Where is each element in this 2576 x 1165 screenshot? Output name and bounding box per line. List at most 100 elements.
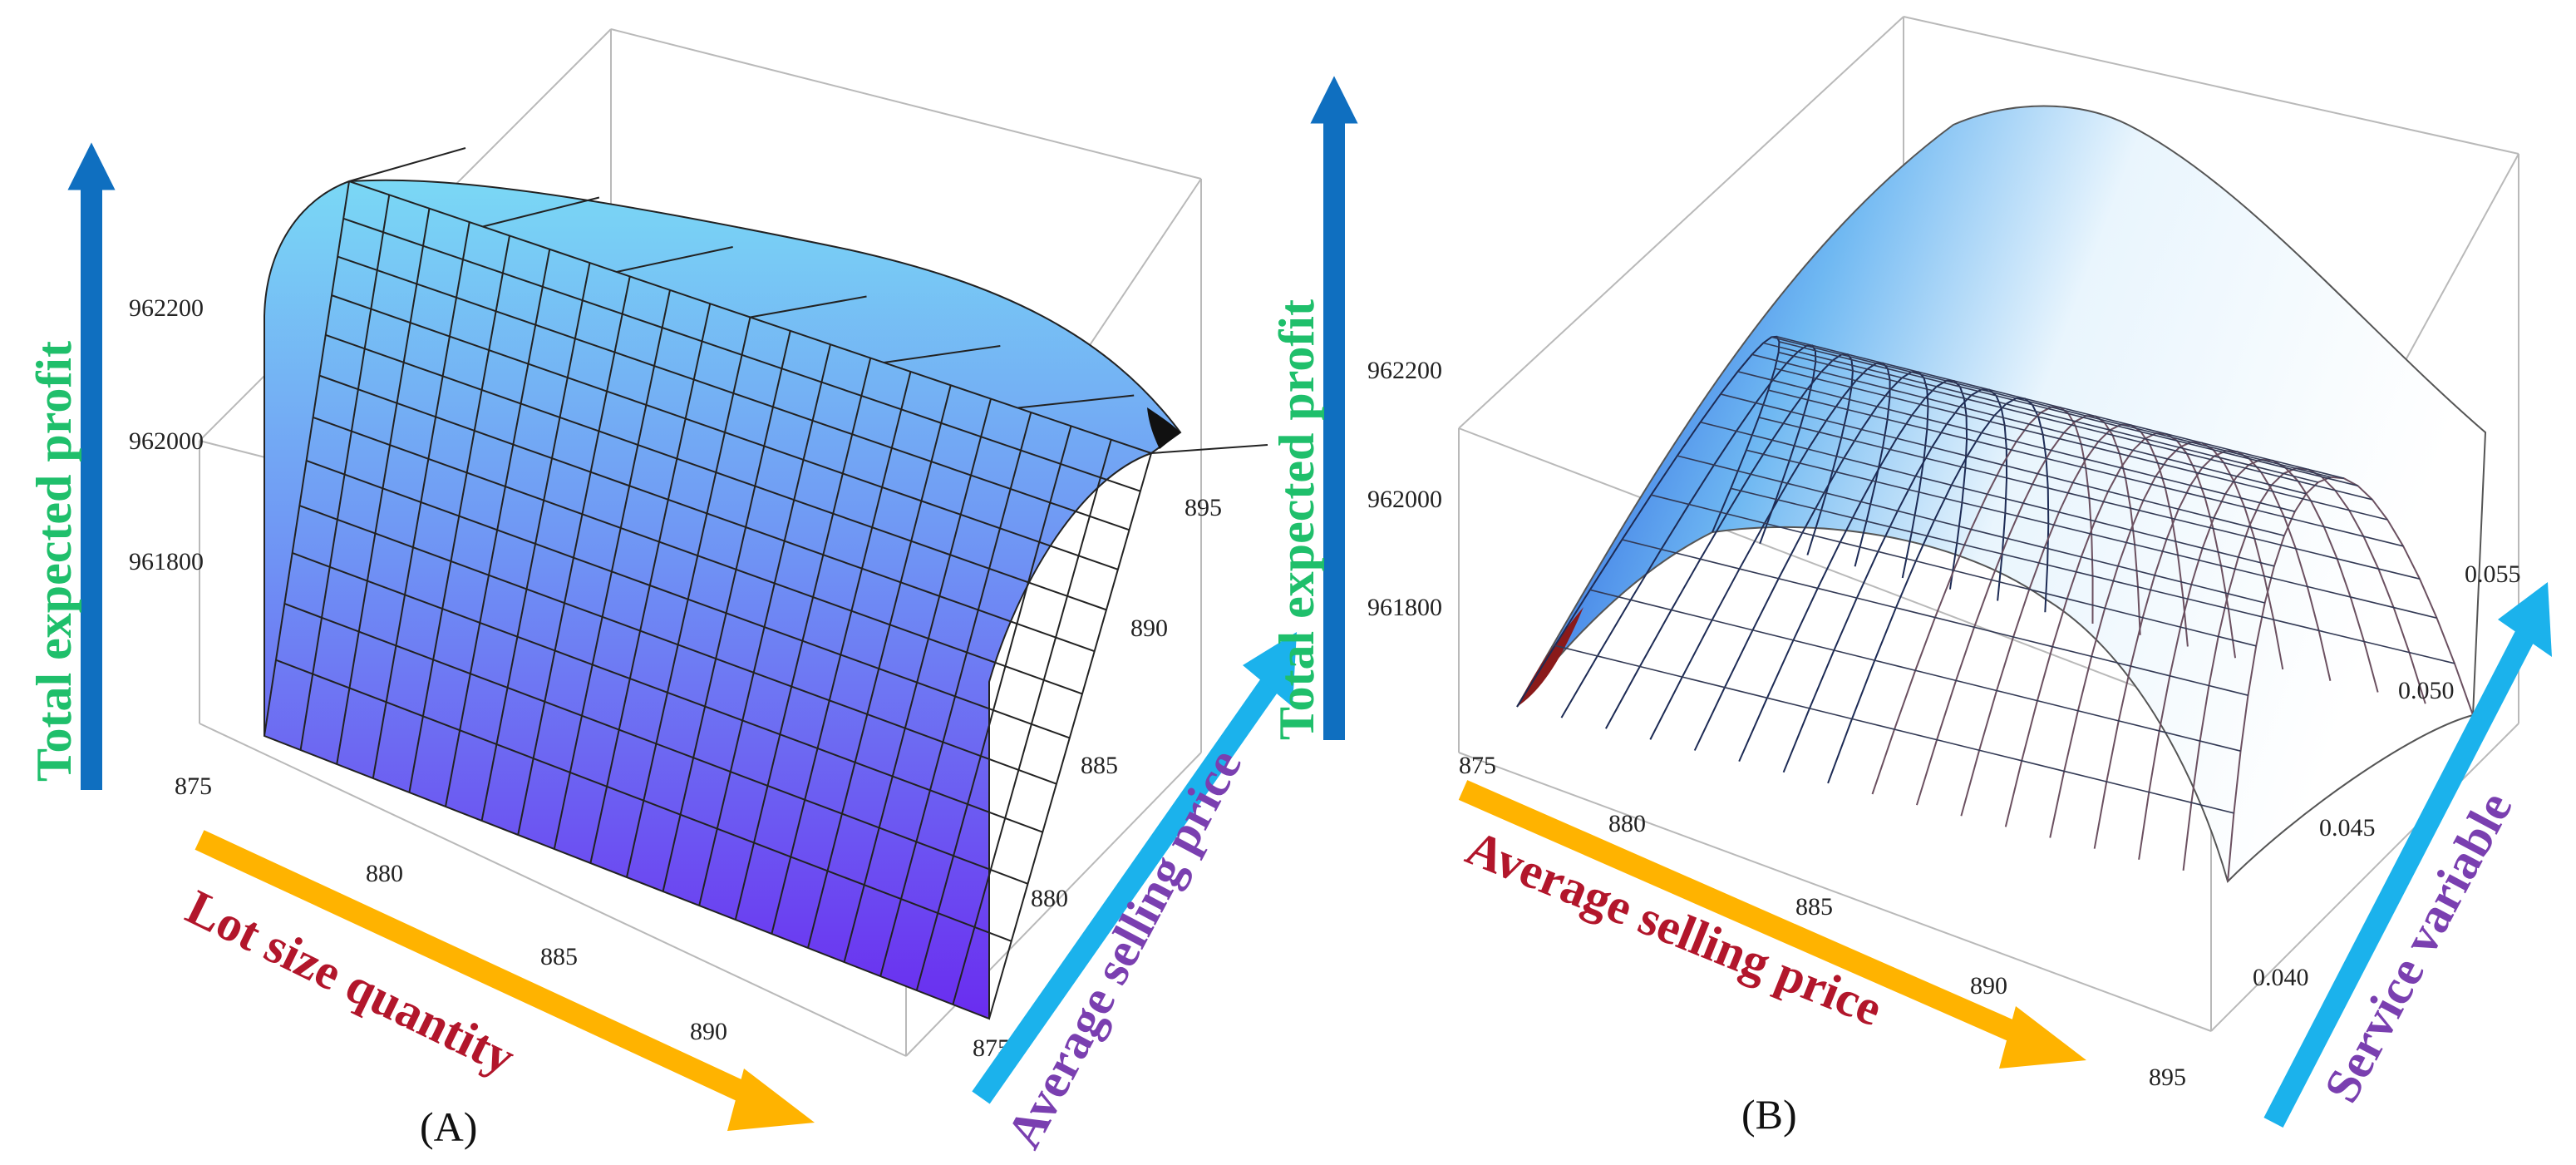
panel-a-mesh-top [348, 147, 466, 182]
panel-a-y-tick-4: 895 [1185, 494, 1222, 521]
panel-a-mesh-curve [283, 602, 1028, 885]
panel-b-x-arrow [1458, 780, 2086, 1069]
panel-a-mesh-line [952, 439, 1112, 1005]
panel-a-y-label: Average selling price [996, 740, 1252, 1157]
panel-b-mesh-cross [1700, 421, 2275, 567]
panel-a-mesh-line [698, 343, 831, 906]
panel-a-mesh-line [480, 262, 591, 822]
panel-b: 961800 962000 962200 875 880 885 890 895… [1269, 16, 2552, 1138]
panel-a-mesh-curve [292, 552, 1043, 833]
panel-a-mesh-line [589, 303, 712, 864]
panel-a-mesh-curve [337, 255, 1130, 531]
panel-a-mesh-line [299, 195, 391, 751]
panel-a-mesh-line [553, 289, 671, 850]
panel-b-mesh-cross [1778, 351, 2373, 501]
panel-b-mesh-cross [1775, 368, 2388, 521]
panel-b-mesh-cross [1554, 644, 2234, 814]
panel-b-y-tick-3: 0.055 [2465, 560, 2521, 588]
panel-b-x-tick-1: 880 [1608, 810, 1646, 837]
panel-a-mesh-curve [313, 416, 1083, 695]
panel-a-caption: (A) [420, 1103, 477, 1150]
panel-b-mesh [1516, 335, 2474, 882]
panel-a-mesh-line [988, 452, 1152, 1019]
panel-b-caption: (B) [1741, 1091, 1797, 1138]
panel-b-x-tick-3: 890 [1970, 972, 2007, 1000]
panel-a-mesh-top [1017, 394, 1135, 409]
panel-b-mesh-cross [1768, 389, 2404, 547]
panel-a-mesh-line [264, 180, 350, 737]
panel-a-mesh-line [915, 426, 1072, 991]
panel-a-mesh-top [482, 196, 600, 228]
panel-b-mesh-cross [1746, 449, 2437, 619]
panel-a-x-tick-0: 875 [175, 773, 212, 800]
panel-a-mesh [264, 147, 1268, 1019]
panel-b-mesh-cross [1758, 417, 2421, 580]
panel-a-mesh-line [771, 371, 912, 935]
panel-a-y-tick-2: 885 [1081, 752, 1118, 779]
panel-a-surface-dark-tail [1147, 407, 1180, 449]
panel-b-z-tick-2: 962200 [1367, 357, 1442, 384]
panel-b-mesh-cross [1622, 539, 2248, 696]
panel-b-mesh-cross [1720, 393, 2285, 536]
panel-b-surface-dark-tip [1517, 607, 1584, 707]
panel-b-z-tick-0: 961800 [1367, 594, 1442, 621]
panel-b-x-tick-2: 885 [1795, 893, 1833, 921]
panel-a-mesh-line [734, 358, 872, 921]
panel-a-z-tick-1: 962000 [129, 427, 204, 455]
panel-a-mesh-curve [306, 459, 1071, 739]
panel-a-z-tick-2: 962200 [129, 294, 204, 322]
panel-a-mesh-top [616, 246, 733, 273]
panel-a-mesh-line [662, 330, 791, 892]
panel-b-mesh-cross [1779, 341, 2358, 486]
panel-a-mesh-line [336, 208, 431, 765]
panel-a-z-tick-0: 961800 [129, 548, 204, 575]
panel-b-x-tick-0: 875 [1459, 752, 1496, 779]
panel-b-mesh-cross [1651, 494, 2257, 647]
panel-a-mesh-line [807, 385, 952, 949]
panel-a-mesh-curve [342, 217, 1141, 492]
panel-a-mesh-line [879, 412, 1032, 977]
panel-a-mesh-line [372, 221, 470, 779]
panel-b-surface [1516, 105, 2487, 883]
panel-a-mesh-top [750, 295, 867, 318]
panel-b-x-label: Average selling price [1459, 820, 1889, 1037]
panel-b-mesh-cross [1589, 589, 2241, 752]
panel-a-y-arrow [972, 632, 1297, 1104]
panel-b-y-tick-2: 0.050 [2398, 677, 2455, 704]
panel-a-mesh-line [626, 317, 751, 878]
panel-b-mesh-cross [1751, 353, 2307, 495]
panel-a-y-tick-1: 880 [1031, 885, 1068, 912]
panel-b-y-arrow [2263, 582, 2552, 1128]
panel-b-y-tick-1: 0.045 [2319, 814, 2376, 842]
panel-a-x-tick-1: 880 [366, 860, 403, 887]
panel-b-z-tick-1: 962000 [1367, 486, 1442, 513]
panel-a-mesh-curve [325, 333, 1107, 611]
panel-a-surface [264, 179, 1182, 1020]
panel-a-mesh-curve [331, 294, 1119, 570]
panel-b-z-label: Total expected profit [1269, 299, 1324, 740]
panel-a-mesh-curve [299, 505, 1057, 785]
panel-b-mesh-cross [1771, 336, 2332, 478]
panel-a: 961800 962000 962200 875 880 885 890 875… [27, 28, 1297, 1157]
panel-a-x-arrow [195, 830, 815, 1131]
panel-a-mesh-curve [318, 374, 1096, 653]
panel-a-mesh-top [884, 345, 1001, 363]
panel-b-mesh-cross [1731, 487, 2455, 664]
panel-b-y-tick-0: 0.040 [2253, 964, 2309, 991]
panel-a-z-label: Total expected profit [27, 341, 81, 782]
panel-b-mesh-cross [1763, 342, 2318, 483]
panel-b-mesh-cross [1737, 371, 2295, 512]
panel-a-mesh-line [843, 398, 992, 963]
panel-a-mesh-top [1150, 444, 1268, 454]
panel-a-mesh-line [517, 276, 631, 836]
panel-a-mesh-line [445, 249, 551, 807]
panel-a-y-tick-3: 890 [1130, 615, 1168, 642]
panel-a-x-tick-3: 890 [690, 1018, 727, 1045]
panel-b-x-tick-4: 895 [2149, 1064, 2186, 1091]
panel-a-mesh-curve [275, 659, 1012, 942]
panel-a-mesh-line [408, 235, 510, 793]
panel-b-mesh-cross [1677, 455, 2265, 604]
panel-a-x-tick-2: 885 [540, 943, 578, 970]
panel-b-mesh-cross [1776, 336, 2344, 479]
